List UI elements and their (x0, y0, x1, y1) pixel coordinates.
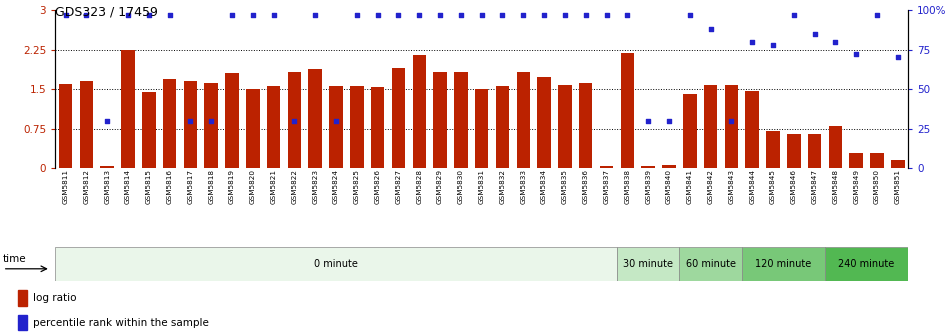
Bar (80, 81, 93, 168)
Bar (392, 68, 405, 168)
Point (703, 26, 718, 32)
Point (454, 12, 469, 17)
Bar (101, 166, 114, 168)
Text: 240 minute: 240 minute (839, 259, 895, 269)
Point (349, 12, 364, 17)
Bar (683, 94, 696, 168)
Point (745, 39, 760, 44)
Bar (679, 247, 742, 281)
Text: 60 minute: 60 minute (686, 259, 735, 269)
Bar (600, 166, 613, 168)
Text: log ratio: log ratio (33, 293, 76, 303)
Point (391, 12, 406, 17)
Bar (704, 85, 717, 168)
Bar (870, 153, 883, 168)
Text: time: time (3, 254, 27, 264)
Bar (204, 83, 218, 168)
Bar (225, 73, 239, 168)
Point (412, 12, 427, 17)
Point (162, 12, 177, 17)
Point (869, 12, 884, 17)
Bar (121, 50, 135, 168)
Point (890, 55, 905, 60)
Bar (742, 247, 825, 281)
Point (641, 118, 656, 123)
Point (682, 12, 697, 17)
Bar (725, 85, 738, 168)
Point (620, 12, 635, 17)
Bar (287, 72, 301, 168)
Bar (558, 85, 572, 168)
Bar (828, 126, 843, 168)
Bar (18, 315, 28, 331)
Bar (849, 153, 863, 168)
Point (100, 118, 115, 123)
Point (786, 12, 802, 17)
Bar (787, 134, 801, 168)
Point (370, 12, 385, 17)
Bar (495, 86, 509, 168)
Bar (142, 92, 156, 168)
Point (848, 52, 864, 57)
Bar (434, 72, 447, 168)
Point (766, 42, 781, 47)
Bar (516, 72, 530, 168)
Bar (641, 166, 655, 168)
Bar (163, 79, 176, 168)
Bar (350, 86, 363, 168)
Bar (267, 86, 281, 168)
Text: 30 minute: 30 minute (623, 259, 673, 269)
Point (79, 12, 94, 17)
Bar (329, 86, 342, 168)
Bar (455, 72, 468, 168)
Point (245, 12, 261, 17)
Point (307, 12, 322, 17)
Point (121, 12, 136, 17)
Point (224, 12, 240, 17)
Bar (413, 55, 426, 168)
Point (557, 12, 573, 17)
Point (827, 39, 843, 44)
Text: percentile rank within the sample: percentile rank within the sample (33, 318, 209, 328)
Bar (55, 247, 617, 281)
Point (515, 12, 531, 17)
Bar (371, 87, 384, 168)
Point (183, 118, 198, 123)
Text: 0 minute: 0 minute (314, 259, 358, 269)
Bar (246, 89, 260, 168)
Point (475, 12, 490, 17)
Bar (621, 53, 634, 168)
Point (141, 12, 156, 17)
Bar (537, 78, 551, 168)
Point (266, 12, 281, 17)
Point (287, 118, 302, 123)
Point (724, 118, 739, 123)
Bar (184, 81, 197, 168)
Point (328, 118, 343, 123)
Bar (59, 84, 72, 168)
Bar (746, 91, 759, 168)
Bar (662, 165, 676, 168)
Text: GDS323 / 17459: GDS323 / 17459 (55, 5, 158, 18)
Text: 120 minute: 120 minute (755, 259, 811, 269)
Point (661, 118, 676, 123)
Bar (579, 83, 592, 168)
Point (599, 12, 614, 17)
Bar (825, 247, 908, 281)
Point (433, 12, 448, 17)
Bar (767, 131, 780, 168)
Point (58, 12, 73, 17)
Point (578, 12, 593, 17)
Bar (475, 89, 489, 168)
Point (204, 118, 219, 123)
Bar (18, 290, 28, 305)
Point (536, 12, 552, 17)
Bar (308, 69, 322, 168)
Bar (891, 160, 904, 168)
Point (807, 31, 823, 36)
Point (495, 12, 510, 17)
Bar (807, 134, 822, 168)
Bar (617, 247, 679, 281)
